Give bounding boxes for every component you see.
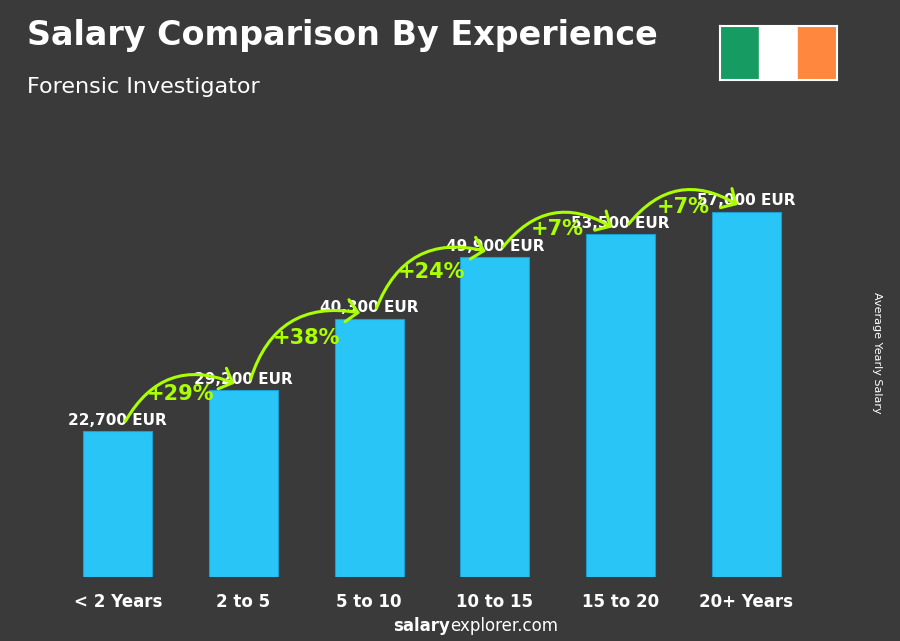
Bar	[798, 26, 837, 80]
Text: +7%: +7%	[657, 197, 710, 217]
Text: Salary Comparison By Experience: Salary Comparison By Experience	[27, 19, 658, 52]
Bar	[712, 212, 781, 577]
FancyArrowPatch shape	[250, 300, 358, 379]
Text: salary: salary	[393, 617, 450, 635]
FancyArrowPatch shape	[376, 237, 484, 308]
Text: 53,500 EUR: 53,500 EUR	[572, 216, 670, 231]
Text: explorer.com: explorer.com	[450, 617, 558, 635]
Text: Average Yearly Salary: Average Yearly Salary	[872, 292, 883, 413]
Text: 22,700 EUR: 22,700 EUR	[68, 413, 167, 428]
Text: Forensic Investigator: Forensic Investigator	[27, 77, 260, 97]
Text: +7%: +7%	[531, 219, 584, 239]
Bar	[209, 390, 278, 577]
Bar	[460, 257, 529, 577]
Text: +24%: +24%	[398, 262, 466, 281]
Text: 57,000 EUR: 57,000 EUR	[697, 194, 796, 208]
Text: 40,300 EUR: 40,300 EUR	[320, 301, 419, 315]
Text: +29%: +29%	[147, 385, 214, 404]
Bar	[586, 234, 655, 577]
FancyArrowPatch shape	[503, 211, 610, 247]
FancyArrowPatch shape	[125, 369, 232, 421]
Bar	[720, 26, 759, 80]
FancyArrowPatch shape	[628, 188, 736, 224]
Text: +38%: +38%	[273, 328, 340, 348]
Text: 49,900 EUR: 49,900 EUR	[446, 239, 544, 254]
Bar	[83, 431, 152, 577]
Text: 29,200 EUR: 29,200 EUR	[194, 372, 292, 387]
Bar	[759, 26, 798, 80]
Bar	[335, 319, 404, 577]
